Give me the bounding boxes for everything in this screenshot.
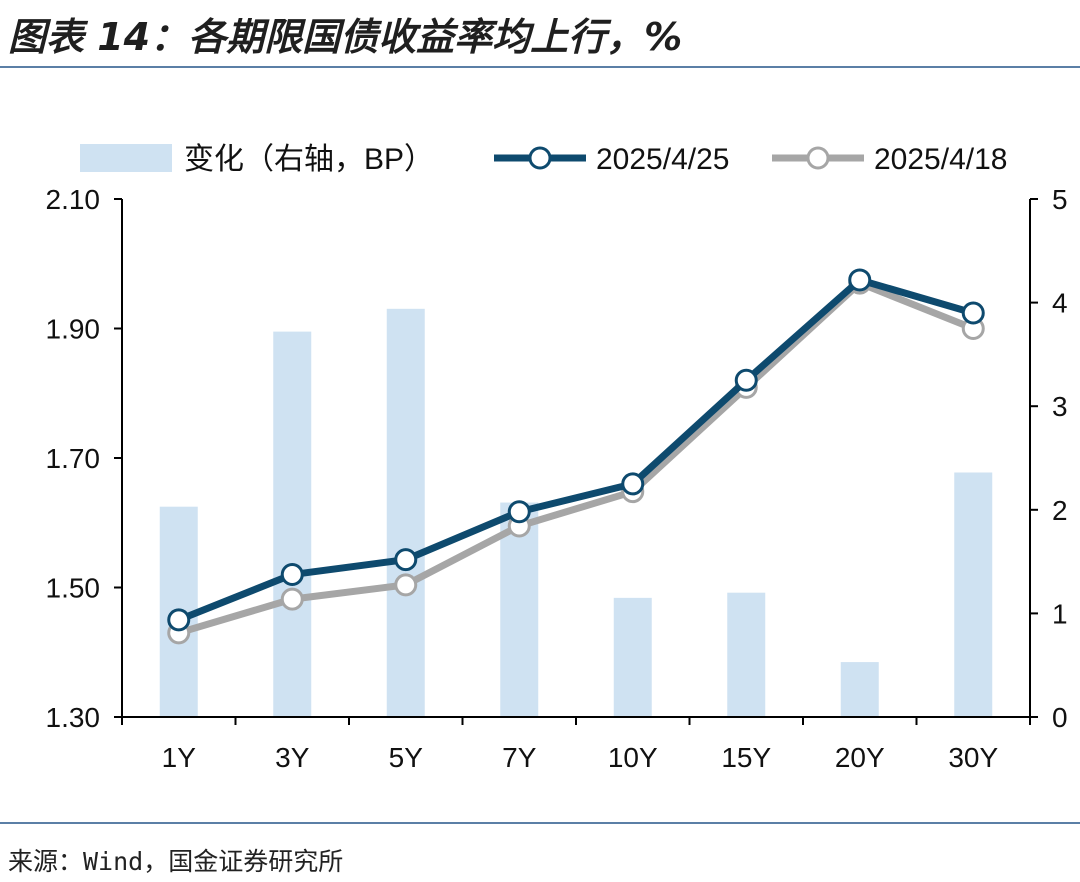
point-2025/4/25-5Y bbox=[394, 548, 418, 572]
point-2025/4/25-30Y bbox=[961, 301, 985, 325]
x-tick-label: 10Y bbox=[608, 742, 658, 773]
bar-3Y bbox=[273, 331, 312, 717]
point-2025/4/25-7Y bbox=[507, 500, 531, 524]
bar-20Y bbox=[840, 662, 879, 717]
chart-axes: 2.10 1.90 1.70 1.50 1.30 5 4 3 2 1 0 1Y 3Y 5Y 7Y 10Y 15Y… bbox=[46, 184, 1068, 773]
legend-label-prev: 2025/4/18 bbox=[874, 143, 1007, 176]
point-2025/4/25-15Y bbox=[734, 368, 758, 392]
x-tick-label: 5Y bbox=[389, 742, 424, 773]
footer-divider bbox=[0, 822, 1080, 824]
source-note: 来源：Wind，国金证券研究所 bbox=[8, 847, 344, 876]
point-2025/4/25-3Y bbox=[280, 563, 304, 587]
left-tick-label: 1.50 bbox=[46, 573, 101, 604]
x-tick-label: 30Y bbox=[948, 742, 998, 773]
point-2025/4/18-5Y bbox=[394, 573, 418, 597]
x-tick-label: 3Y bbox=[275, 742, 310, 773]
chart-legend: 变化（右轴，BP） 2025/4/25 2025/4/18 bbox=[80, 143, 1007, 176]
legend-bar-label: 变化（右轴，BP） bbox=[184, 143, 434, 176]
x-tick-label: 15Y bbox=[721, 742, 771, 773]
line-2025-04-25 bbox=[177, 276, 975, 624]
title-divider bbox=[0, 66, 1080, 68]
point-2025/4/25-20Y bbox=[848, 268, 872, 292]
line-series bbox=[167, 268, 985, 645]
right-tick-label: 3 bbox=[1052, 391, 1068, 422]
right-tick-label: 5 bbox=[1052, 184, 1068, 215]
bar-series bbox=[159, 308, 993, 717]
x-tick-label: 7Y bbox=[502, 742, 537, 773]
bar-15Y bbox=[727, 592, 766, 717]
point-2025/4/18-3Y bbox=[280, 587, 304, 611]
chart-area: 变化（右轴，BP） 2025/4/25 2025/4/18 2.10 1.90 1.70… bbox=[46, 143, 1068, 773]
bar-7Y bbox=[500, 502, 539, 717]
left-tick-label: 1.30 bbox=[46, 702, 101, 733]
x-tick-label: 1Y bbox=[162, 742, 197, 773]
right-tick-label: 0 bbox=[1052, 702, 1068, 733]
point-2025/4/25-10Y bbox=[621, 472, 645, 496]
bar-10Y bbox=[613, 597, 652, 717]
chart-title: 图表 14：各期限国债收益率均上行，% bbox=[8, 15, 683, 59]
left-tick-label: 1.90 bbox=[46, 314, 101, 345]
legend-marker-current bbox=[528, 146, 552, 170]
left-tick-label: 1.70 bbox=[46, 443, 101, 474]
point-2025/4/25-1Y bbox=[167, 608, 191, 632]
right-tick-label: 1 bbox=[1052, 598, 1068, 629]
right-tick-label: 4 bbox=[1052, 288, 1068, 319]
legend-marker-prev bbox=[806, 146, 830, 170]
bar-30Y bbox=[954, 472, 993, 717]
bar-5Y bbox=[386, 308, 425, 717]
right-tick-label: 2 bbox=[1052, 495, 1068, 526]
legend-label-current: 2025/4/25 bbox=[596, 143, 729, 176]
x-tick-label: 20Y bbox=[835, 742, 885, 773]
left-tick-label: 2.10 bbox=[46, 184, 101, 215]
legend-bar-swatch bbox=[80, 144, 172, 172]
